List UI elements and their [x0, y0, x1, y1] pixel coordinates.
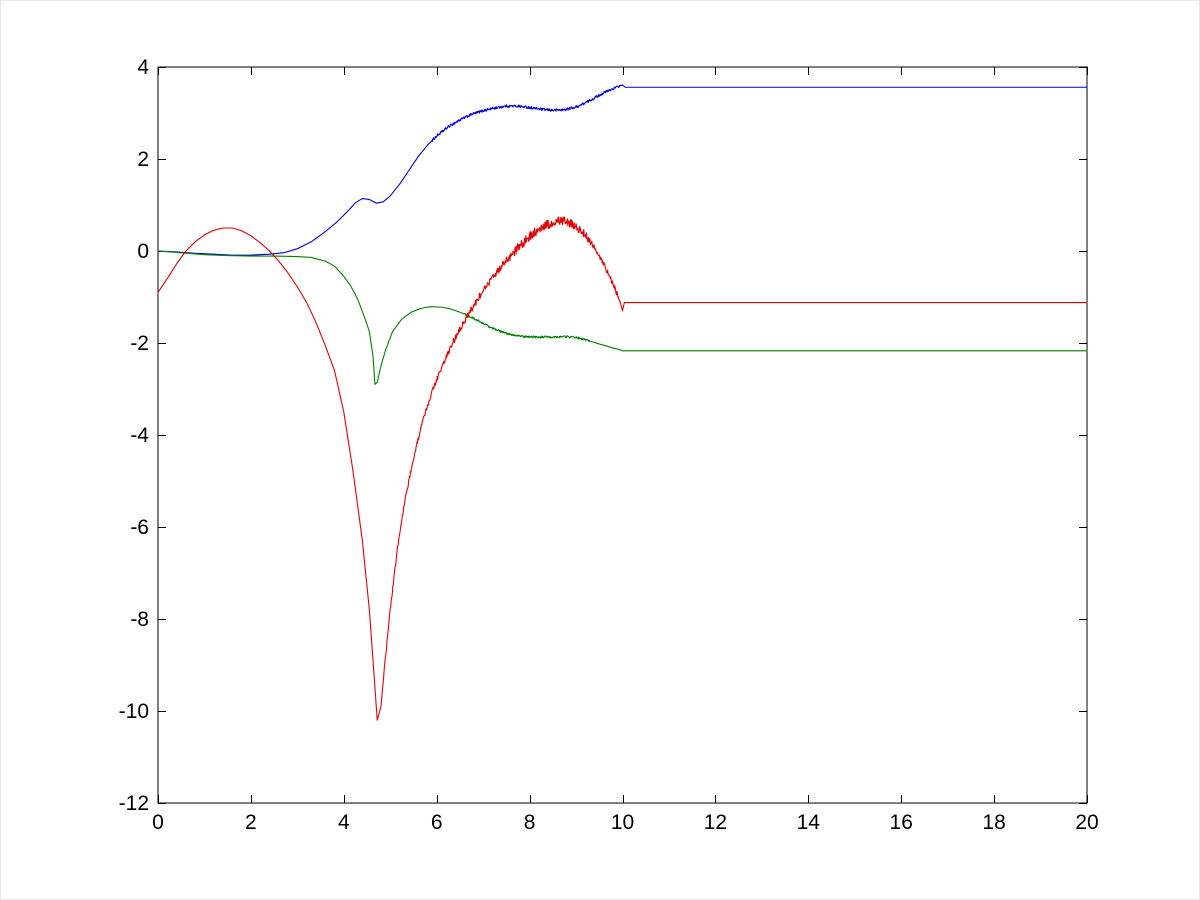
red-line	[157, 216, 1088, 721]
y-tick-label: 0	[137, 240, 149, 263]
y-tick-label: -6	[130, 516, 149, 539]
x-tick-label: 20	[1075, 811, 1098, 834]
y-tick-label: -2	[130, 332, 149, 355]
green-line	[157, 250, 1088, 385]
x-tick-label: 10	[611, 811, 634, 834]
x-tick-label: 6	[431, 811, 443, 834]
blue-line	[157, 84, 1088, 256]
axis-frame	[157, 66, 1088, 804]
y-tick-label: -10	[119, 700, 149, 723]
x-tick-label: 12	[704, 811, 727, 834]
x-tick-label: 16	[890, 811, 913, 834]
y-tick-label: -12	[119, 792, 149, 815]
x-tick-label: 18	[982, 811, 1005, 834]
x-tick-label: 4	[338, 811, 350, 834]
y-tick-label: 4	[137, 56, 149, 79]
y-tick-label: -8	[130, 608, 149, 631]
x-tick-label: 2	[245, 811, 257, 834]
x-tick-label: 0	[152, 811, 164, 834]
y-tick-label: 2	[137, 148, 149, 171]
y-tick-label: -4	[130, 424, 149, 447]
x-tick-label: 14	[797, 811, 821, 834]
x-tick-label: 8	[524, 811, 536, 834]
